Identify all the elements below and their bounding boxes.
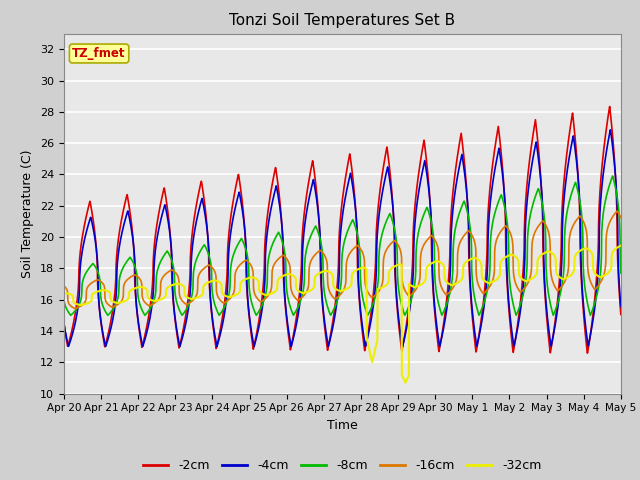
-2cm: [617, 312, 625, 317]
Title: Tonzi Soil Temperatures Set B: Tonzi Soil Temperatures Set B: [229, 13, 456, 28]
-8cm: [60, 299, 68, 304]
-8cm: [609, 173, 616, 179]
Line: -2cm: -2cm: [64, 107, 621, 353]
Y-axis label: Soil Temperature (C): Soil Temperature (C): [22, 149, 35, 278]
-8cm: [568, 191, 575, 196]
-32cm: [358, 264, 366, 270]
-2cm: [358, 329, 366, 335]
-4cm: [216, 335, 223, 340]
-8cm: [586, 312, 594, 318]
Line: -16cm: -16cm: [64, 211, 621, 309]
-16cm: [216, 297, 223, 302]
-4cm: [359, 325, 367, 331]
-8cm: [216, 312, 223, 318]
-8cm: [583, 298, 591, 304]
Line: -4cm: -4cm: [64, 130, 621, 347]
-8cm: [358, 294, 366, 300]
Line: -8cm: -8cm: [64, 176, 621, 315]
-16cm: [584, 238, 591, 244]
-32cm: [371, 349, 378, 355]
-2cm: [216, 332, 223, 338]
-4cm: [213, 344, 221, 349]
-2cm: [584, 350, 591, 356]
-4cm: [371, 290, 379, 296]
-4cm: [504, 294, 512, 300]
-16cm: [617, 215, 625, 220]
-2cm: [504, 297, 512, 302]
-4cm: [607, 127, 614, 132]
-16cm: [371, 293, 379, 299]
-8cm: [617, 270, 625, 276]
Text: TZ_fmet: TZ_fmet: [72, 47, 126, 60]
-4cm: [568, 140, 575, 146]
-32cm: [60, 291, 68, 297]
-16cm: [568, 226, 575, 231]
-32cm: [568, 271, 575, 277]
-16cm: [71, 306, 79, 312]
X-axis label: Time: Time: [327, 419, 358, 432]
-4cm: [584, 337, 591, 343]
-4cm: [60, 321, 68, 326]
-2cm: [371, 278, 378, 284]
-2cm: [583, 348, 591, 353]
-2cm: [606, 104, 614, 109]
-8cm: [371, 297, 378, 302]
-32cm: [402, 380, 410, 385]
Legend: -2cm, -4cm, -8cm, -16cm, -32cm: -2cm, -4cm, -8cm, -16cm, -32cm: [138, 455, 547, 477]
-16cm: [60, 283, 68, 289]
-2cm: [568, 116, 575, 122]
-16cm: [613, 208, 621, 214]
-16cm: [359, 250, 367, 256]
-32cm: [617, 243, 625, 249]
-32cm: [216, 279, 223, 285]
-8cm: [504, 229, 512, 235]
Line: -32cm: -32cm: [64, 246, 621, 383]
-16cm: [504, 227, 512, 232]
-2cm: [60, 321, 68, 327]
-32cm: [504, 253, 512, 259]
-4cm: [617, 303, 625, 309]
-32cm: [584, 246, 591, 252]
